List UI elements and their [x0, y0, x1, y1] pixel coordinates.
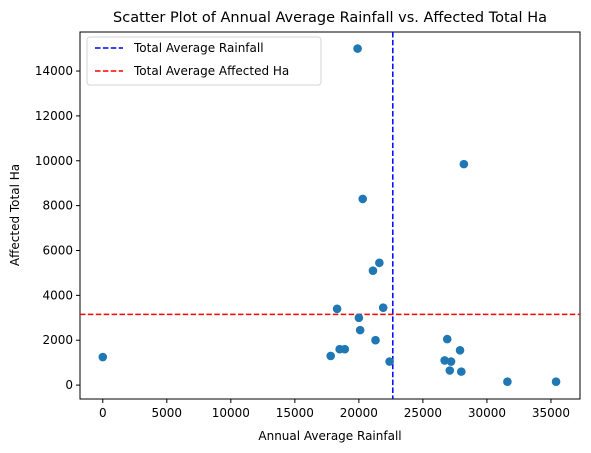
data-points — [98, 44, 561, 387]
data-point — [353, 44, 362, 53]
y-tick-label: 8000 — [42, 199, 73, 213]
data-point — [358, 194, 368, 204]
x-axis-ticks: 0 5000 10000 15000 20000 25000 30000 35000 — [99, 399, 570, 420]
x-tick-label: 20000 — [340, 406, 378, 420]
x-tick-label: 35000 — [532, 406, 570, 420]
y-tick-label: 10000 — [35, 154, 73, 168]
x-tick-label: 30000 — [468, 406, 506, 420]
data-point — [551, 377, 561, 387]
data-point — [354, 313, 364, 323]
data-point — [440, 356, 449, 365]
y-tick-label: 12000 — [35, 109, 73, 123]
y-tick-label: 0 — [65, 378, 73, 392]
legend: Total Average Rainfall Total Average Aff… — [86, 36, 322, 86]
y-axis-label: Affected Total Ha — [8, 164, 22, 266]
data-point — [503, 377, 512, 387]
data-point — [371, 335, 380, 345]
y-tick-label: 14000 — [35, 64, 73, 78]
data-point — [332, 304, 342, 314]
data-point — [340, 344, 350, 354]
data-point — [385, 357, 394, 366]
data-point — [457, 367, 466, 376]
x-axis-label: Annual Average Rainfall — [258, 429, 401, 443]
data-point — [355, 325, 365, 335]
data-point — [459, 159, 469, 169]
axes-frame — [79, 31, 581, 400]
data-point — [445, 366, 455, 375]
data-point — [368, 266, 378, 275]
legend-label-rainfall: Total Average Rainfall — [133, 41, 264, 55]
x-tick-label: 5000 — [152, 406, 183, 420]
data-point — [378, 303, 388, 312]
data-point — [442, 334, 452, 344]
x-tick-label: 25000 — [404, 406, 442, 420]
y-tick-label: 4000 — [42, 288, 73, 302]
y-tick-label: 2000 — [42, 333, 73, 347]
data-point — [446, 357, 456, 366]
data-point — [455, 346, 465, 355]
chart-title: Scatter Plot of Annual Average Rainfall … — [113, 10, 547, 26]
data-point — [375, 258, 384, 268]
plot-area — [79, 31, 581, 400]
x-tick-label: 10000 — [212, 406, 250, 420]
legend-box — [86, 36, 322, 86]
x-tick-label: 15000 — [276, 406, 314, 420]
legend-label-affected: Total Average Affected Ha — [133, 64, 289, 78]
y-tick-label: 6000 — [42, 243, 73, 257]
x-tick-label: 0 — [99, 406, 107, 420]
y-axis-ticks: 0 2000 4000 6000 8000 10000 12000 14000 — [35, 64, 80, 392]
data-point — [326, 351, 336, 361]
reference-lines — [80, 32, 580, 399]
data-point — [98, 352, 108, 362]
